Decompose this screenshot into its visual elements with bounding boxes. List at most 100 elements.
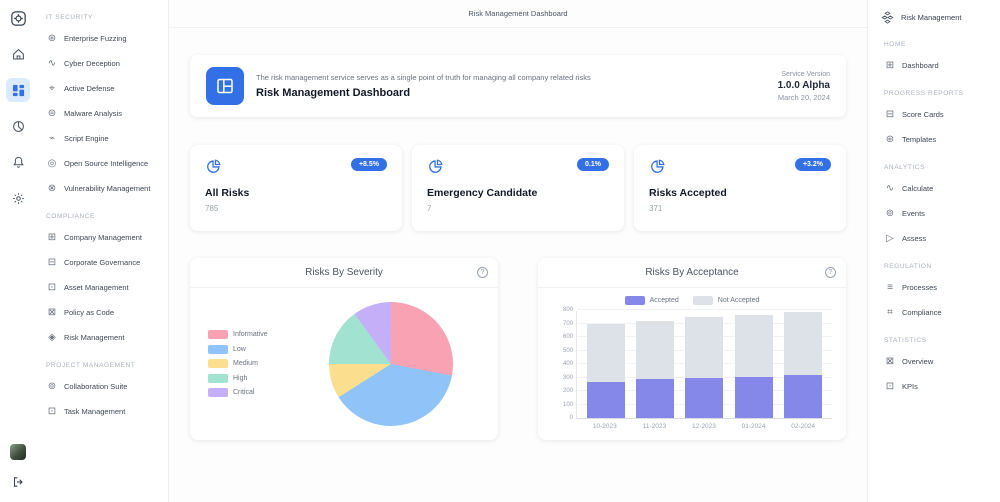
legend-entry: Medium: [208, 356, 294, 371]
stat-card-emergency-candidate: 0.1% Emergency Candidate 7: [412, 145, 624, 231]
nav-section-title: STATISTICS: [884, 337, 927, 344]
nav-item-icon: ⊚: [47, 380, 57, 392]
nav-section-title: HOME: [884, 41, 906, 48]
nav-item-risk-management[interactable]: ◈ Risk Management: [40, 325, 164, 350]
nav-item-assess[interactable]: ▷ Assess: [878, 226, 994, 251]
nav-item-policy-as-code[interactable]: ⊠ Policy as Code: [40, 300, 164, 325]
nav-item-cyber-deception[interactable]: ∿ Cyber Deception: [40, 51, 164, 76]
nav-item-malware-analysis[interactable]: ⊜ Malware Analysis: [40, 101, 164, 126]
stat-card-all-risks: +8.5% All Risks 785: [190, 145, 402, 231]
nav-item-enterprise-fuzzing[interactable]: ⊛ Enterprise Fuzzing: [40, 26, 164, 51]
dashboard-layout-icon: [206, 67, 244, 105]
nav-item-script-engine[interactable]: ⌁ Script Engine: [40, 126, 164, 151]
settings-gear-icon[interactable]: [6, 186, 30, 210]
notifications-bell-icon[interactable]: [6, 150, 30, 174]
nav-section-items: ⊞ Dashboard: [878, 53, 994, 78]
nav-item-templates[interactable]: ⊛ Templates: [878, 127, 994, 152]
nav-item-collaboration-suite[interactable]: ⊚ Collaboration Suite: [40, 374, 164, 399]
bar-11-2023[interactable]: [636, 320, 675, 418]
nav-item-label: Company Management: [64, 233, 142, 242]
bars: [577, 311, 832, 418]
legend-label: Accepted: [649, 297, 679, 304]
nav-item-asset-management[interactable]: ⊡ Asset Management: [40, 275, 164, 300]
nav-item-icon: ⌁: [48, 132, 56, 144]
nav-section-title: PROJECT MANAGEMENT: [46, 362, 136, 369]
service-version-label: Service Version: [781, 70, 830, 78]
charts-row: Risks By Severity ? Informative Low Medi…: [190, 258, 846, 440]
help-icon[interactable]: ?: [477, 267, 488, 278]
nav-item-task-management[interactable]: ⊡ Task Management: [40, 399, 164, 424]
nav-section-items: ⊞ Company Management ⊟ Corporate Governa…: [40, 225, 164, 350]
nav-item-corporate-governance[interactable]: ⊟ Corporate Governance: [40, 250, 164, 275]
nav-item-label: Malware Analysis: [64, 109, 122, 118]
main-header: Risk Management Dashboard: [169, 0, 867, 28]
nav-item-dashboard[interactable]: ⊞ Dashboard: [878, 53, 994, 78]
nav-item-label: Cyber Deception: [64, 59, 120, 68]
stat-title: Emergency Candidate: [427, 187, 538, 199]
nav-item-score-cards[interactable]: ⊟ Score Cards: [878, 102, 994, 127]
nav-item-icon: ⊟: [885, 108, 895, 120]
nav-item-events[interactable]: ⊚ Events: [878, 201, 994, 226]
stat-title: All Risks: [205, 187, 250, 199]
bar-10-2023[interactable]: [586, 323, 625, 418]
nav-item-icon: ⊡: [47, 281, 57, 293]
nav-item-label: Assess: [902, 234, 927, 243]
nav-item-icon: ⊛: [885, 133, 895, 145]
nav-item-active-defense[interactable]: ⌖ Active Defense: [40, 76, 164, 101]
nav-item-icon: ⊗: [47, 182, 57, 194]
y-tick-label: 100: [562, 401, 573, 408]
brand-risk-management[interactable]: Risk Management: [878, 8, 994, 35]
bar-02-2024[interactable]: [784, 312, 823, 418]
x-axis-labels: 10-2023 11-2023 12-2023 01-2024 02-2024: [576, 423, 832, 430]
nav-item-label: Asset Management: [64, 283, 129, 292]
bar-12-2023[interactable]: [685, 317, 724, 418]
legend-swatch-icon: [208, 344, 228, 354]
bar-segment-accepted: [784, 374, 823, 418]
legend-swatch-icon: [208, 388, 228, 397]
chart-title: Risks By Acceptance: [645, 267, 739, 278]
nav-section: HOME ⊞ Dashboard: [878, 35, 994, 78]
nav-item-open-source-intelligence[interactable]: ◎ Open Source Intelligence: [40, 151, 164, 176]
nav-section: REGULATION ≡ Processes ⌗ Compliance: [878, 257, 994, 325]
severity-pie-chart: [329, 301, 453, 426]
nav-item-calculate[interactable]: ∿ Calculate: [878, 176, 994, 201]
severity-pie-card: Risks By Severity ? Informative Low Medi…: [190, 258, 498, 440]
nav-item-label: Processes: [902, 283, 938, 292]
bar-segment-accepted: [734, 376, 773, 418]
legend-swatch-icon: [208, 359, 228, 368]
nav-section-items: ⊚ Collaboration Suite ⊡ Task Management: [40, 374, 164, 424]
apps-grid-icon[interactable]: [6, 78, 30, 102]
left-sidebar: IT SECURITY ⊛ Enterprise Fuzzing ∿ Cyber…: [36, 0, 168, 502]
nav-item-kpis[interactable]: ⊡ KPIs: [878, 374, 994, 399]
intro-banner: The risk management service serves as a …: [190, 55, 846, 117]
stat-value: 785: [205, 204, 219, 213]
nav-item-label: Policy as Code: [64, 308, 115, 317]
logout-icon[interactable]: [6, 470, 30, 494]
nav-item-vulnerability-management[interactable]: ⊗ Vulnerability Management: [40, 176, 164, 201]
pie-chart-icon: [205, 158, 222, 175]
nav-item-icon: ⊟: [47, 256, 57, 268]
legend-swatch-icon: [692, 296, 713, 305]
icon-rail: [0, 0, 36, 502]
help-icon[interactable]: ?: [825, 267, 836, 278]
nav-item-icon: ▷: [886, 232, 894, 244]
home-icon[interactable]: [6, 42, 30, 66]
legend-swatch-icon: [208, 373, 228, 383]
user-avatar[interactable]: [10, 444, 26, 460]
stat-value: 7: [427, 204, 432, 213]
nav-item-company-management[interactable]: ⊞ Company Management: [40, 225, 164, 250]
nav-item-icon: ◎: [47, 157, 57, 169]
analytics-pie-icon[interactable]: [6, 114, 30, 138]
bar-01-2024[interactable]: [734, 315, 773, 418]
acceptance-bar-card: Risks By Acceptance ? Accepted Not Accep…: [538, 258, 846, 440]
nav-section: COMPLIANCE ⊞ Company Management ⊟ Corpor…: [40, 207, 164, 350]
y-tick-label: 700: [562, 320, 573, 327]
legend-entry: Not Accepted: [692, 295, 759, 306]
nav-item-overview[interactable]: ⊠ Overview: [878, 349, 994, 374]
nav-item-processes[interactable]: ≡ Processes: [878, 275, 994, 300]
nav-item-icon: ◈: [48, 331, 56, 343]
acceptance-bar-chart: 0 100 200 300 400 500 600 700 800: [563, 307, 832, 421]
nav-item-icon: ⊡: [47, 405, 57, 417]
nav-item-compliance[interactable]: ⌗ Compliance: [878, 300, 994, 325]
